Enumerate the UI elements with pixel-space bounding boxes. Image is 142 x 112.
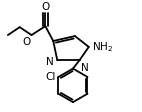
Text: Cl: Cl: [45, 71, 56, 81]
Text: N: N: [81, 62, 89, 72]
Text: O: O: [41, 2, 49, 12]
Text: N: N: [46, 56, 54, 66]
Text: O: O: [22, 37, 31, 47]
Text: NH$_2$: NH$_2$: [92, 40, 113, 53]
